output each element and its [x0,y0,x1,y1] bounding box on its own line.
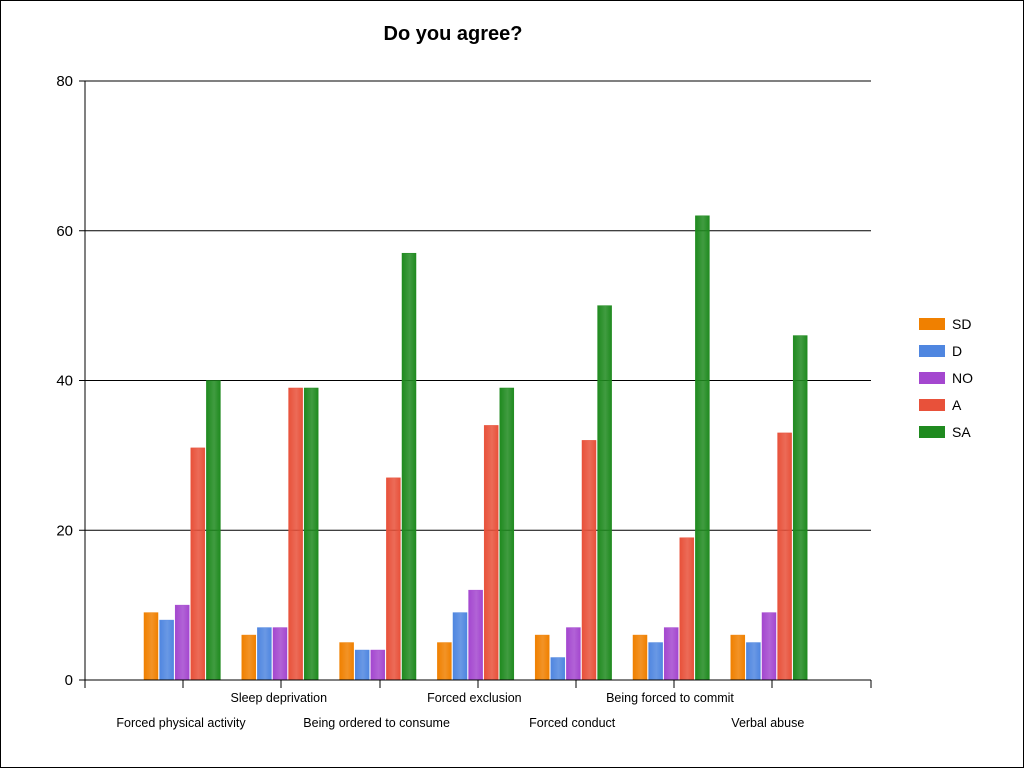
bar [370,649,386,681]
x-category-label: Being forced to commit [606,691,734,705]
bar [159,619,174,681]
legend-swatch [919,318,945,330]
legend: SD D NO A SA [919,316,973,440]
x-category-label: Forced physical activity [116,716,246,730]
bar [597,305,612,681]
bar [632,634,648,681]
legend-label: SD [952,316,971,332]
bar [483,425,499,681]
x-category-label: Being ordered to consume [303,716,450,730]
legend-label: SA [952,424,971,440]
bar [777,432,792,681]
y-tick-label: 0 [65,672,73,689]
bar [499,387,515,681]
chart-title: Do you agree? [383,23,523,45]
x-category-label: Forced conduct [529,716,616,730]
bar [241,634,257,681]
bar [143,612,159,681]
bar [581,440,597,681]
y-tick-label: 20 [56,522,73,539]
bar [354,649,370,681]
bar [730,634,746,681]
bar [437,642,452,681]
bar [257,627,272,681]
y-tick-label: 60 [56,223,73,240]
bar [695,215,710,681]
bar [663,627,679,681]
x-category-label: Sleep deprivation [230,691,327,705]
x-category-label: Forced exclusion [427,691,522,705]
bar [288,387,303,681]
bar [566,627,581,681]
legend-swatch [919,345,945,357]
legend-label: NO [952,370,973,386]
legend-label: A [952,397,962,413]
y-tick-label: 40 [56,373,73,390]
bar [401,252,417,681]
legend-label: D [952,343,962,359]
bar [303,387,319,681]
legend-swatch [919,399,945,411]
bar [452,612,468,681]
bar [339,642,354,681]
bar [761,612,777,681]
bar [746,642,761,681]
legend-swatch [919,426,945,438]
bar [679,537,695,681]
bar [792,335,808,681]
bars-layer [143,215,808,681]
x-category-label: Verbal abuse [731,716,804,730]
axis-layer: 0 20 40 60 80 Forced physical activity Sleep d… [56,73,872,730]
bar [534,634,550,681]
bar [648,642,663,681]
legend-swatch [919,372,945,384]
bar [206,380,221,681]
bar [468,589,483,681]
bar [272,627,288,681]
bar [386,477,401,681]
bar [550,657,566,681]
y-tick-label: 80 [56,73,73,90]
bar [174,604,190,681]
bar [190,447,206,681]
